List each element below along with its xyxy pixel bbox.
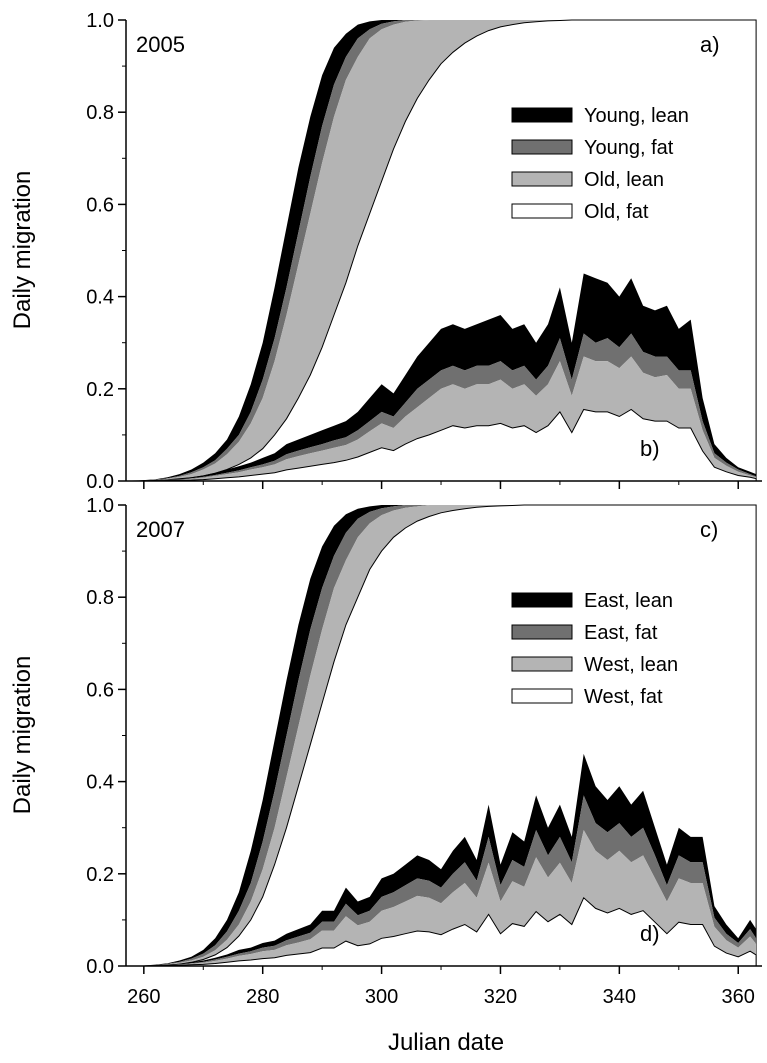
y-tick-label: 1.0: [86, 10, 114, 32]
panel-year-label: 2007: [136, 517, 185, 542]
y-tick-label: 0.2: [86, 864, 114, 886]
x-tick-label: 340: [603, 986, 636, 1008]
legend-label: Young, lean: [584, 105, 689, 127]
daily-area-west-lean-upper: [131, 830, 757, 966]
y-tick-label: 1.0: [86, 495, 114, 517]
panel-2007-yticks: 0.0 0.2 0.4 0.6 0.8 1.0: [86, 495, 126, 978]
panel-2007: 0.0 0.2 0.4 0.6 0.8 1.0 2007 c) d) East, lean…: [86, 495, 762, 978]
panel-2005-legend: Young, lean Young, fat Old, lean Old, fat: [511, 105, 689, 223]
daily-area-east-fat-upper: [131, 795, 757, 966]
daily-area-old-lean-upper: [131, 356, 757, 481]
legend-label: Old, fat: [584, 201, 649, 223]
legend-swatch: [511, 688, 573, 704]
cumulative-panel-label: c): [700, 517, 718, 542]
panel-2007-areas: [131, 504, 757, 967]
x-axis-title: Julian date: [388, 1029, 504, 1056]
panel-2005-yticks: 0.0 0.2 0.4 0.6 0.8 1.0: [86, 10, 126, 493]
x-tick-label: 360: [722, 986, 755, 1008]
daily-panel-label: d): [640, 921, 660, 946]
y-tick-label: 0.2: [86, 379, 114, 401]
y-tick-label: 0.4: [86, 287, 114, 309]
x-tick-labels: 260 280 300 320 340 360: [127, 986, 755, 1008]
y-tick-label: 0.8: [86, 102, 114, 124]
y-tick-label: 0.6: [86, 194, 114, 216]
panel-2007-legend: East, lean East, fat West, lean West, fat: [511, 590, 678, 708]
legend-label: East, fat: [584, 622, 658, 644]
x-tick-label: 260: [127, 986, 160, 1008]
panel-2007-xtick-marks: [143, 966, 739, 974]
x-tick-label: 300: [365, 986, 398, 1008]
legend-swatch: [511, 107, 573, 123]
legend-swatch: [511, 139, 573, 155]
legend-swatch: [511, 624, 573, 640]
legend-label: Young, fat: [584, 137, 674, 159]
y-tick-label: 0.0: [86, 471, 114, 493]
daily-area-east-lean-upper: [131, 753, 757, 966]
y-tick-label: 0.6: [86, 679, 114, 701]
panel-year-label: 2005: [136, 32, 185, 57]
x-tick-label: 320: [484, 986, 517, 1008]
legend-swatch: [511, 203, 573, 219]
y-tick-label: 0.8: [86, 587, 114, 609]
daily-area-young-lean-upper: [131, 273, 757, 481]
x-tick-label: 280: [246, 986, 279, 1008]
cumulative-area-old-lean-upper: [131, 20, 757, 481]
legend-label: East, lean: [584, 590, 673, 612]
y-axis-title-top: Daily migration: [9, 171, 36, 330]
panel-2005: 0.0 0.2 0.4 0.6 0.8 1.0 2005 a) b) Young, lea…: [86, 10, 762, 493]
panel-2005-areas: [131, 19, 757, 482]
legend-label: West, lean: [584, 654, 678, 676]
y-axis-title-bottom: Daily migration: [9, 656, 36, 815]
legend-swatch: [511, 656, 573, 672]
cumulative-panel-label: a): [700, 32, 720, 57]
panel-2005-xtick-marks: [143, 481, 739, 489]
daily-panel-label: b): [640, 436, 660, 461]
y-tick-label: 0.0: [86, 956, 114, 978]
legend-swatch: [511, 171, 573, 187]
legend-swatch: [511, 592, 573, 608]
y-tick-label: 0.4: [86, 772, 114, 794]
legend-label: West, fat: [584, 686, 663, 708]
legend-label: Old, lean: [584, 169, 664, 191]
